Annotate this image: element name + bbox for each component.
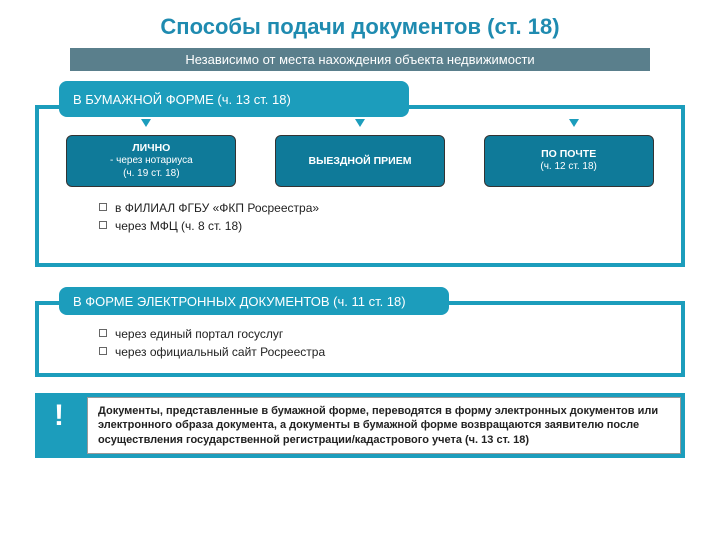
option-subtext: (ч. 12 ст. 18) bbox=[493, 161, 645, 174]
paper-section: В БУМАЖНОЙ ФОРМЕ (ч. 13 ст. 18) ЛИЧНО - … bbox=[35, 105, 685, 267]
list-item: через официальный сайт Росреестра bbox=[99, 343, 681, 361]
connector-arrow bbox=[355, 119, 365, 127]
list-item: через МФЦ (ч. 8 ст. 18) bbox=[99, 217, 681, 235]
exclamation-icon: ! bbox=[35, 393, 83, 458]
subtitle-bar: Независимо от места нахождения объекта н… bbox=[70, 48, 650, 71]
electronic-section: В ФОРМЕ ЭЛЕКТРОННЫХ ДОКУМЕНТОВ (ч. 11 ст… bbox=[35, 301, 685, 377]
note-body-wrap: Документы, представленные в бумажной фор… bbox=[83, 393, 685, 458]
option-card-mail: ПО ПОЧТЕ (ч. 12 ст. 18) bbox=[484, 135, 654, 187]
connector-row bbox=[39, 119, 681, 127]
option-title: ПО ПОЧТЕ bbox=[493, 148, 645, 161]
paper-bullet-list: в ФИЛИАЛ ФГБУ «ФКП Росреестра» через МФЦ… bbox=[39, 199, 681, 235]
paper-option-row: ЛИЧНО - через нотариуса (ч. 19 ст. 18) В… bbox=[39, 135, 681, 187]
option-subtext: - через нотариуса bbox=[75, 155, 227, 168]
option-title: ЛИЧНО bbox=[75, 142, 227, 155]
connector-arrow bbox=[569, 119, 579, 127]
list-item: в ФИЛИАЛ ФГБУ «ФКП Росреестра» bbox=[99, 199, 681, 217]
paper-form-box: ЛИЧНО - через нотариуса (ч. 19 ст. 18) В… bbox=[35, 105, 685, 267]
option-card-onsite: ВЫЕЗДНОЙ ПРИЕМ bbox=[275, 135, 445, 187]
option-card-personal: ЛИЧНО - через нотариуса (ч. 19 ст. 18) bbox=[66, 135, 236, 187]
note-box: ! Документы, представленные в бумажной ф… bbox=[35, 393, 685, 458]
option-subtext: (ч. 19 ст. 18) bbox=[75, 168, 227, 181]
page-title: Способы подачи документов (ст. 18) bbox=[0, 0, 720, 48]
paper-form-header: В БУМАЖНОЙ ФОРМЕ (ч. 13 ст. 18) bbox=[59, 81, 409, 117]
connector-arrow bbox=[141, 119, 151, 127]
note-text: Документы, представленные в бумажной фор… bbox=[87, 397, 681, 454]
electronic-form-header: В ФОРМЕ ЭЛЕКТРОННЫХ ДОКУМЕНТОВ (ч. 11 ст… bbox=[59, 287, 449, 315]
option-title: ВЫЕЗДНОЙ ПРИЕМ bbox=[284, 155, 436, 168]
electronic-bullet-list: через единый портал госуслуг через офици… bbox=[39, 325, 681, 361]
list-item: через единый портал госуслуг bbox=[99, 325, 681, 343]
